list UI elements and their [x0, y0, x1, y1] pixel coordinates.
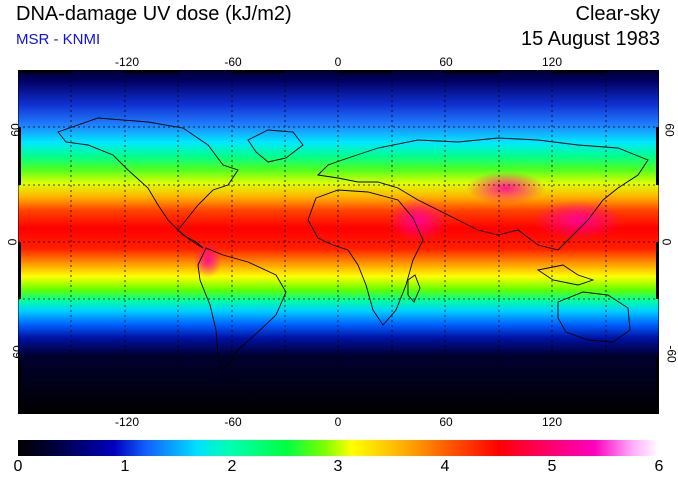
lon-label-top: 60: [439, 55, 453, 69]
hotspot: [388, 198, 448, 242]
lon-label-bottom: 60: [439, 415, 453, 429]
lon-label-bottom: 120: [541, 415, 563, 429]
uv-dose-map: [18, 70, 659, 414]
lat-label-right: -60: [664, 345, 678, 363]
frame-ticks: [18, 70, 659, 414]
map-date: 15 August 1983: [520, 28, 660, 50]
hotspot: [466, 172, 546, 204]
graticule: [18, 70, 659, 414]
lon-label-top: -60: [224, 55, 242, 69]
colorbar-label: 6: [654, 458, 664, 475]
lat-label-right: 0: [659, 238, 674, 246]
colorbar-label: 5: [547, 458, 557, 475]
lon-label-bottom: -60: [224, 415, 242, 429]
lon-label-bottom: 0: [334, 415, 342, 429]
colorbar-label: 0: [13, 458, 23, 475]
data-source: MSR - KNMI: [16, 31, 101, 48]
colorbar-label: 3: [333, 458, 343, 475]
hotspot: [194, 242, 222, 278]
hotspot: [533, 200, 623, 240]
colorbar-label: 1: [120, 458, 130, 475]
colorbar-label: 2: [227, 458, 237, 475]
lat-label-right: 60: [662, 123, 677, 137]
lon-label-top: 120: [541, 55, 563, 69]
colorbar-label: 4: [440, 458, 450, 475]
lon-label-bottom: -120: [114, 415, 140, 429]
lon-label-top: 0: [334, 55, 342, 69]
lon-label-top: -120: [114, 55, 140, 69]
sky-condition: Clear-sky: [575, 3, 660, 25]
map-title: DNA-damage UV dose (kJ/m2): [16, 3, 292, 25]
colorbar: [18, 440, 659, 456]
